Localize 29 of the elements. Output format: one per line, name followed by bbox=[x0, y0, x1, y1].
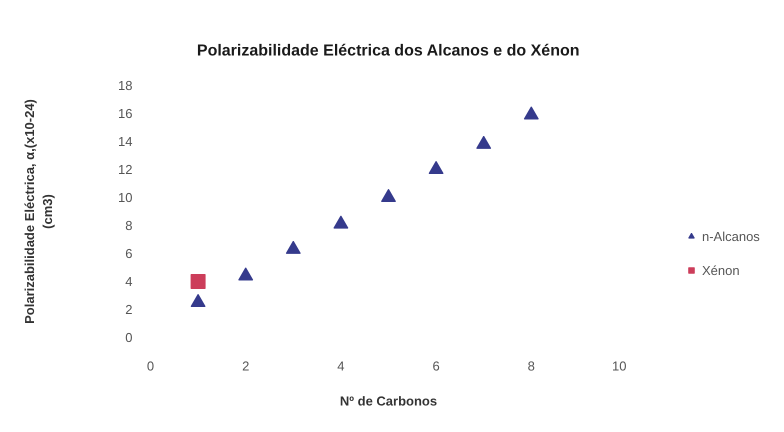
x-axis-title: Nº de Carbonos bbox=[340, 394, 438, 408]
x-tick-label: 6 bbox=[432, 358, 440, 374]
x-tick-label: 4 bbox=[337, 358, 345, 374]
point bbox=[190, 294, 206, 308]
x-tick-label: 0 bbox=[146, 358, 154, 374]
point bbox=[524, 106, 539, 120]
y-tick-label: 8 bbox=[125, 218, 133, 233]
point bbox=[286, 240, 301, 254]
y-tick-label: 4 bbox=[125, 274, 133, 289]
y-tick-label: 10 bbox=[118, 190, 133, 205]
legend-label: n-Alcanos bbox=[702, 228, 760, 244]
x-tick-label: 10 bbox=[612, 358, 627, 374]
y-tick-label: 18 bbox=[118, 78, 133, 93]
point bbox=[428, 160, 444, 174]
chart-title: Polarizabilidade Eléctrica dos Alcanos e do Xénon bbox=[196, 42, 580, 60]
legend-label: Xénon bbox=[702, 262, 740, 278]
y-tick-label: 2 bbox=[125, 302, 133, 317]
point bbox=[333, 216, 348, 229]
y-tick-label: 14 bbox=[118, 134, 133, 149]
y-tick-label: 12 bbox=[118, 162, 133, 177]
y-axis-title: Polarizabilidade Eléctrica, α,(x10-24) (cm3) bbox=[22, 99, 56, 324]
y-tick-label: 6 bbox=[125, 246, 133, 261]
x-tick-label: 2 bbox=[242, 358, 250, 374]
y-tick-label: 0 bbox=[125, 330, 133, 345]
point bbox=[381, 188, 396, 202]
y-tick-label: 16 bbox=[118, 106, 133, 121]
x-tick-label: 8 bbox=[528, 358, 535, 374]
point bbox=[476, 136, 492, 149]
point bbox=[238, 267, 254, 280]
